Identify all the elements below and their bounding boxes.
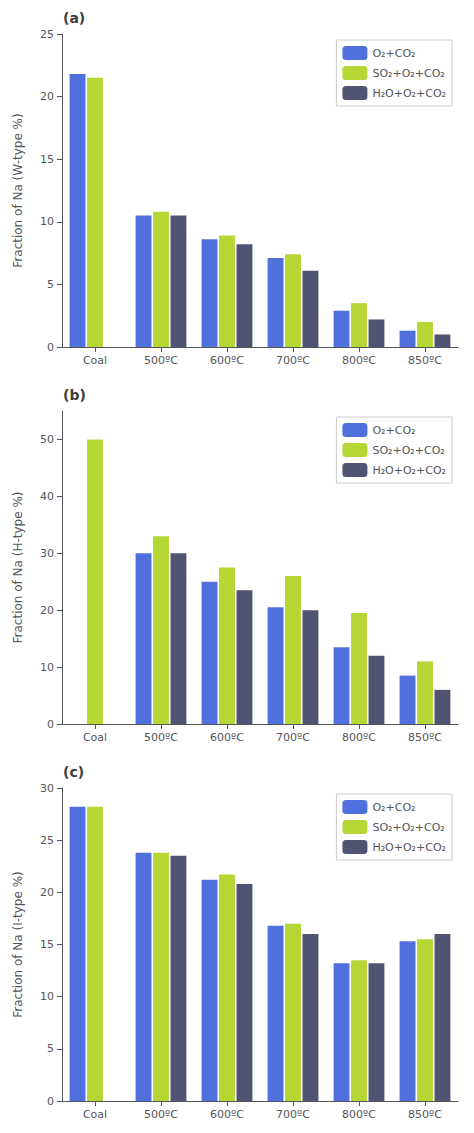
svg-text:5: 5 <box>47 1042 54 1055</box>
svg-text:Fraction of Na (H-type %): Fraction of Na (H-type %) <box>11 492 25 644</box>
svg-text:800ºC: 800ºC <box>342 354 376 367</box>
svg-text:Fraction of Na (W-type %): Fraction of Na (W-type %) <box>11 113 25 267</box>
svg-text:O₂+CO₂: O₂+CO₂ <box>372 424 415 437</box>
svg-text:Coal: Coal <box>83 731 107 744</box>
svg-text:SO₂+O₂+CO₂: SO₂+O₂+CO₂ <box>372 821 444 834</box>
svg-text:850ºC: 850ºC <box>408 354 442 367</box>
svg-text:40: 40 <box>40 490 54 503</box>
svg-text:800ºC: 800ºC <box>342 1108 376 1121</box>
svg-text:20: 20 <box>40 90 54 103</box>
svg-text:15: 15 <box>40 153 54 166</box>
svg-text:850ºC: 850ºC <box>408 1108 442 1121</box>
svg-text:25: 25 <box>40 834 54 847</box>
svg-text:15: 15 <box>40 938 54 951</box>
svg-text:10: 10 <box>40 215 54 228</box>
svg-text:10: 10 <box>40 661 54 674</box>
svg-text:500ºC: 500ºC <box>144 731 178 744</box>
svg-text:800ºC: 800ºC <box>342 731 376 744</box>
svg-text:20: 20 <box>40 604 54 617</box>
svg-text:SO₂+O₂+CO₂: SO₂+O₂+CO₂ <box>372 67 444 80</box>
svg-text:0: 0 <box>47 718 54 731</box>
svg-text:25: 25 <box>40 28 54 41</box>
svg-text:0: 0 <box>47 341 54 354</box>
svg-text:700ºC: 700ºC <box>276 354 310 367</box>
svg-text:600ºC: 600ºC <box>210 731 244 744</box>
svg-text:O₂+CO₂: O₂+CO₂ <box>372 47 415 60</box>
svg-text:Coal: Coal <box>83 354 107 367</box>
svg-text:500ºC: 500ºC <box>144 1108 178 1121</box>
svg-text:600ºC: 600ºC <box>210 354 244 367</box>
svg-text:5: 5 <box>47 278 54 291</box>
svg-text:500ºC: 500ºC <box>144 354 178 367</box>
svg-text:(b): (b) <box>63 387 86 403</box>
svg-text:50: 50 <box>40 433 54 446</box>
svg-text:H₂O+O₂+CO₂: H₂O+O₂+CO₂ <box>372 87 446 100</box>
svg-text:700ºC: 700ºC <box>276 1108 310 1121</box>
svg-text:20: 20 <box>40 886 54 899</box>
svg-text:0: 0 <box>47 1095 54 1108</box>
svg-text:30: 30 <box>40 782 54 795</box>
svg-text:SO₂+O₂+CO₂: SO₂+O₂+CO₂ <box>372 444 444 457</box>
svg-text:30: 30 <box>40 547 54 560</box>
svg-text:700ºC: 700ºC <box>276 731 310 744</box>
svg-text:(a): (a) <box>63 10 85 26</box>
svg-text:(c): (c) <box>63 764 84 780</box>
svg-text:H₂O+O₂+CO₂: H₂O+O₂+CO₂ <box>372 464 446 477</box>
svg-text:Fraction of Na (I-type %): Fraction of Na (I-type %) <box>11 871 25 1018</box>
svg-text:600ºC: 600ºC <box>210 1108 244 1121</box>
svg-text:O₂+CO₂: O₂+CO₂ <box>372 801 415 814</box>
svg-text:850ºC: 850ºC <box>408 731 442 744</box>
svg-text:10: 10 <box>40 990 54 1003</box>
svg-text:H₂O+O₂+CO₂: H₂O+O₂+CO₂ <box>372 841 446 854</box>
svg-text:Coal: Coal <box>83 1108 107 1121</box>
